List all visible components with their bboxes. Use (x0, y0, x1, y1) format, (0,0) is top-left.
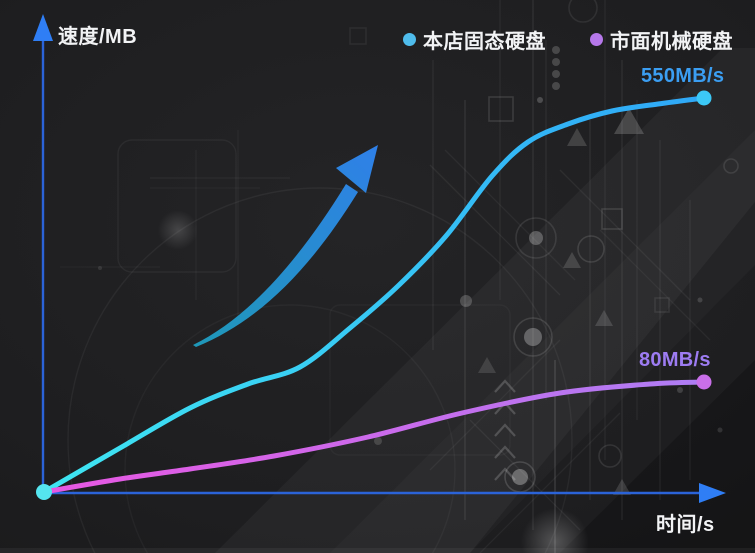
hdd-legend-dot-icon (590, 33, 603, 46)
legend: 本店固态硬盘 市面机械硬盘 (403, 25, 733, 54)
legend-item-hdd: 市面机械硬盘 (590, 25, 733, 54)
trend-arrow-icon (193, 145, 378, 347)
ssd-end-value-label: 550MB/s (641, 65, 725, 87)
hdd-end-point (696, 374, 712, 390)
y-axis (33, 14, 53, 493)
y-axis-arrow-icon (33, 14, 53, 41)
ssd-legend-dot-icon (403, 33, 416, 46)
ssd-end-point (696, 90, 712, 106)
hdd-speed-line (41, 379, 707, 495)
y-axis-title: 速度/MB (58, 26, 138, 48)
x-axis-arrow-icon (699, 483, 726, 503)
ssd-legend-label: 本店固态硬盘 (423, 31, 546, 53)
x-axis (43, 483, 726, 503)
legend-item-ssd: 本店固态硬盘 (403, 25, 546, 54)
ssd-speed-line (41, 95, 707, 495)
hdd-legend-label: 市面机械硬盘 (610, 31, 733, 53)
origin-point (36, 484, 52, 500)
x-axis-title: 时间/s (656, 514, 715, 536)
hdd-end-value-label: 80MB/s (639, 349, 711, 371)
